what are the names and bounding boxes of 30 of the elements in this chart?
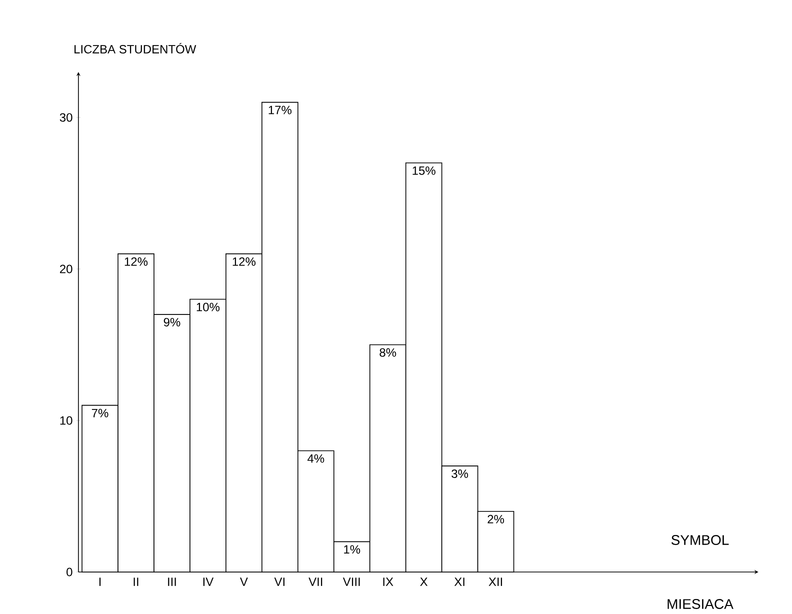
x-tick-label: VI (274, 578, 284, 586)
annotation: 15% (412, 166, 436, 175)
x-tick-label: III (168, 578, 176, 586)
annotation: 1% (344, 545, 360, 554)
annotation: 12% (124, 257, 148, 266)
annotation: 9% (164, 318, 180, 326)
x-tick-label: VIII (342, 578, 360, 586)
x-tick-label: II (134, 578, 138, 586)
annotation: 4% (307, 454, 324, 463)
x-tick-label: V (240, 578, 248, 586)
annotation: 10% (196, 302, 220, 312)
x-tick-label: VII (308, 578, 322, 586)
annotation: 12% (232, 257, 256, 266)
annotation: 8% (380, 348, 396, 357)
x-tick-label: IX (383, 578, 394, 586)
y-axis-title: LICZBA STUDENTÓW (74, 42, 196, 54)
annotation: 7% (92, 408, 108, 418)
annotation: 3% (452, 469, 468, 478)
y-tick-label: 0 (66, 568, 72, 576)
x-tick-label: XI (454, 578, 464, 586)
x-tick-label: XII (488, 578, 502, 586)
y-tick-label: 30 (60, 113, 72, 122)
y-tick-label: 20 (60, 264, 72, 274)
annotation: 17% (268, 106, 292, 114)
x-tick-label: X (420, 578, 428, 586)
x-tick-label: I (99, 578, 101, 586)
text: SYMBOL MIESIACA (668, 535, 734, 609)
x-tick-label: IV (203, 578, 214, 586)
annotation: 2% (488, 514, 504, 524)
y-tick-label: 10 (60, 416, 72, 425)
